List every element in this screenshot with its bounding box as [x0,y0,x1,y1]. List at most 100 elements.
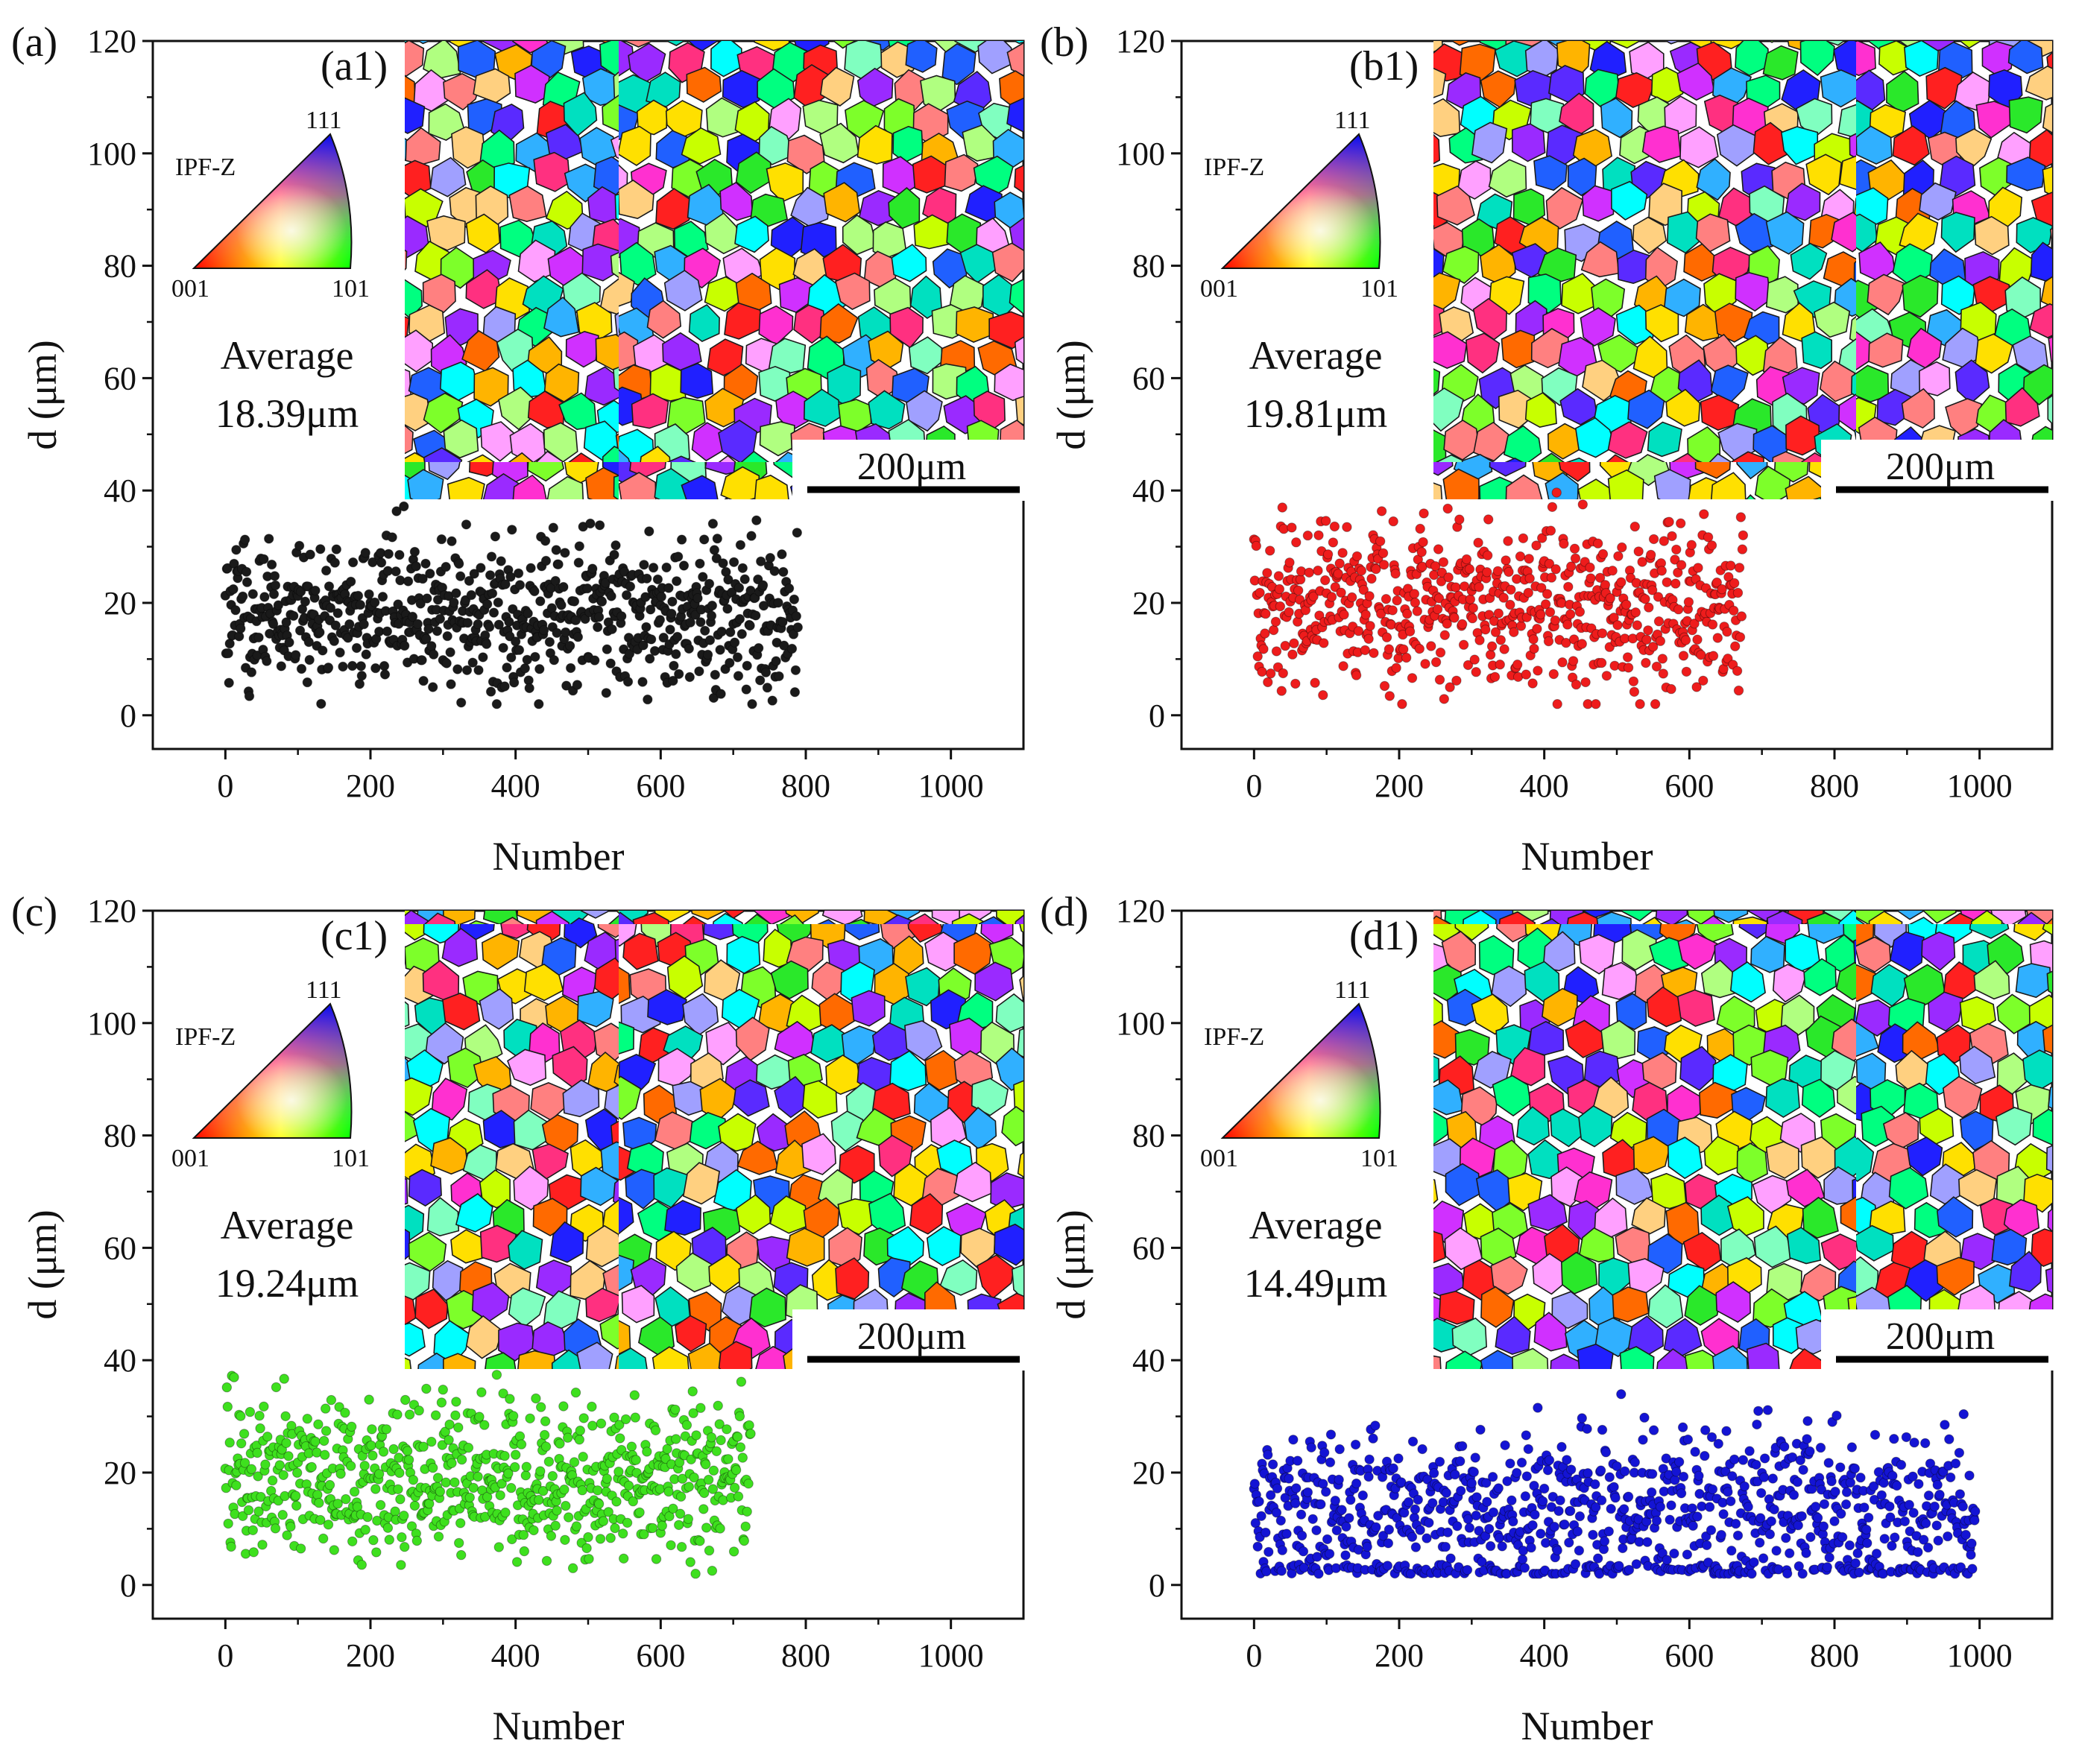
data-point [1518,533,1529,543]
data-point [1782,1568,1793,1579]
data-point [454,558,464,569]
data-point [507,1534,517,1545]
data-point [1331,1525,1343,1536]
data-point [1559,538,1569,549]
data-point [561,1500,571,1511]
data-point [449,597,459,608]
data-point [694,666,704,677]
data-point [257,1540,268,1550]
data-point [450,1410,461,1420]
data-point [1345,1494,1356,1505]
data-point [516,1439,527,1450]
data-point [1261,608,1271,619]
data-point [712,534,722,544]
data-point [1417,1444,1427,1455]
data-point [716,1435,726,1446]
data-point [1376,506,1387,516]
data-point [359,619,369,630]
data-point [473,619,483,630]
chart-panel-d: 0 20 40 60 80 100 120 0 200 400 600 800 1000 Number d … [1040,889,2054,1748]
data-point [688,1408,698,1418]
data-point [1609,613,1619,623]
data-point [1281,1529,1292,1539]
data-point [1700,1425,1711,1435]
data-point [1632,620,1643,630]
data-point [1387,605,1398,616]
data-point [1545,525,1556,536]
ipf-corner-101: 101 [332,275,370,303]
data-point [1440,1541,1451,1552]
data-point [641,622,651,633]
data-point [1932,1479,1943,1490]
data-point [283,1451,294,1461]
y-tick-label: 100 [1116,1005,1165,1042]
x-tick-label: 0 [217,768,233,804]
data-point [379,669,391,680]
data-point [1505,1458,1515,1469]
data-point [253,632,264,643]
data-point [1546,572,1557,583]
data-point [291,650,301,660]
data-point [239,1429,250,1439]
data-point [1337,548,1348,558]
data-point [1623,1491,1634,1502]
data-point [1718,1509,1729,1520]
data-point [1344,1513,1354,1523]
data-point [1648,642,1659,652]
x-tick-label: 200 [1375,1637,1424,1674]
data-point [1699,509,1709,519]
data-point [1805,1531,1816,1543]
data-point [329,1545,339,1555]
data-point [1563,581,1574,592]
data-point [491,1370,502,1380]
data-point [1481,1478,1492,1488]
data-point [1958,1409,1969,1420]
y-tick-label: 40 [1132,1342,1165,1379]
data-point [1647,1469,1658,1479]
data-point [1313,1569,1324,1579]
data-point [1439,630,1451,640]
data-point [737,563,748,573]
data-point [692,592,703,604]
data-point [737,1452,748,1463]
data-point [239,1458,250,1468]
data-point [1859,1502,1870,1513]
x-tick-label: 800 [1810,768,1859,804]
data-point [1752,1419,1762,1430]
data-point [1593,1553,1603,1564]
data-point [1252,651,1263,662]
data-point [1670,578,1681,589]
data-point [1284,557,1295,568]
data-point [335,1468,346,1479]
inset-label: (d1) [1349,913,1419,959]
data-point [714,1419,725,1429]
data-point [347,1536,358,1547]
data-point [757,580,769,590]
data-point [745,620,755,631]
data-point [1304,567,1315,578]
data-point [1468,603,1479,613]
data-point [441,658,452,668]
data-point [1929,1501,1940,1512]
data-point [1260,628,1270,639]
data-point [732,1432,743,1442]
data-point [1913,1479,1924,1490]
data-point [1474,582,1484,592]
data-point [1427,1498,1438,1508]
data-point [1544,558,1555,569]
data-point [722,604,733,614]
data-point [1707,619,1718,630]
data-point [538,1485,549,1496]
data-point [1738,530,1749,540]
data-point [736,1376,747,1387]
data-point [698,1504,709,1514]
data-point [658,632,669,643]
data-point [1455,1456,1465,1467]
data-point [1445,682,1455,692]
data-point [1690,1447,1700,1457]
y-tick-label: 0 [1149,1567,1165,1604]
data-point [519,1546,529,1557]
data-point [1633,546,1644,557]
data-point [1337,1505,1347,1515]
data-point [296,663,307,674]
